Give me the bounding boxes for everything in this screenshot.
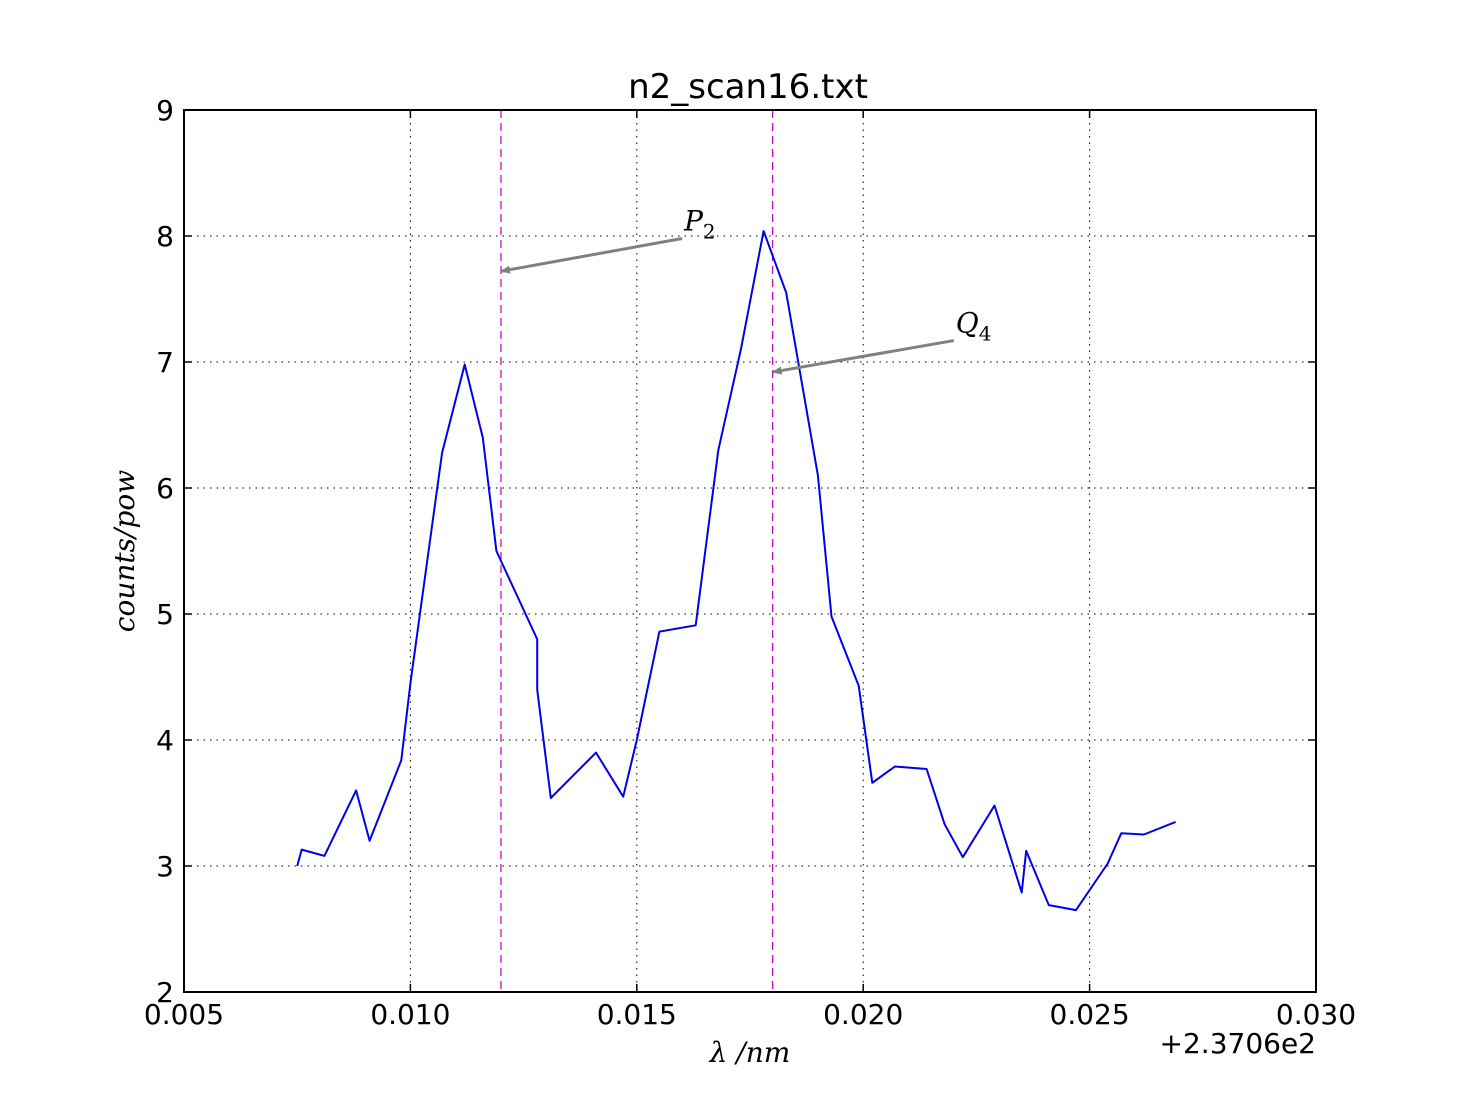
chart-title: n2_scan16.txt: [628, 67, 868, 107]
annotation-label-subscript: 4: [979, 322, 992, 346]
y-tick-label: 3: [156, 850, 174, 883]
x-tick-label: 0.025: [1050, 998, 1130, 1031]
x-tick-label: 0.030: [1276, 998, 1356, 1031]
annotation-label-main: P: [683, 205, 704, 238]
y-axis-label: counts/pow: [108, 470, 141, 632]
plot-frame: [183, 109, 1317, 993]
y-tick-label: 2: [156, 976, 174, 1009]
annotations: P2 Q4: [499, 205, 992, 375]
reference-lines: [500, 110, 774, 992]
series-layer: [296, 230, 1176, 912]
y-tick-label: 5: [156, 598, 174, 631]
x-tick-label: 0.020: [823, 998, 903, 1031]
x-tick-label: 0.015: [597, 998, 677, 1031]
grid: [184, 110, 1316, 992]
annotation-arrow: [771, 339, 955, 375]
x-tick-label: 0.005: [144, 998, 224, 1031]
y-tick-label: 6: [156, 472, 174, 505]
y-tick-label: 9: [156, 94, 174, 127]
annotation-label-main: Q: [956, 307, 979, 340]
annotation-arrow: [499, 237, 683, 274]
x-axis-label: λ /nm: [709, 1036, 791, 1069]
y-tick-label: 8: [156, 220, 174, 253]
annotation-label-subscript: 2: [703, 220, 716, 244]
ticks: 0.005 0.010 0.015 0.020 0.025 0.030 2 3 4 5 6 7 8 9: [144, 94, 1356, 1031]
y-tick-label: 4: [156, 724, 174, 757]
series-line: [296, 230, 1176, 912]
annotation-label: Q4: [956, 307, 992, 346]
annotation-label: P2: [683, 205, 716, 244]
x-tick-label: 0.010: [370, 998, 450, 1031]
x-axis-offset-label: +2.3706e2: [1160, 1027, 1316, 1060]
y-tick-label: 7: [156, 346, 174, 379]
